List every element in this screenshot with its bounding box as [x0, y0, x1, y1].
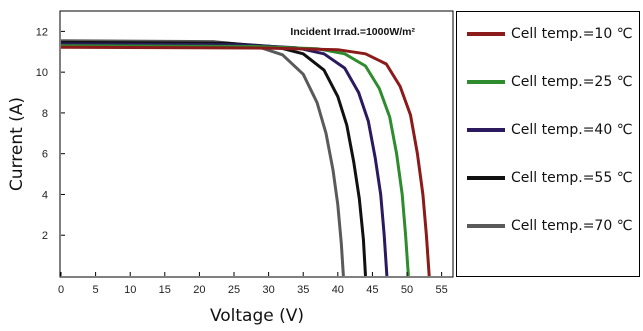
series-line	[60, 40, 367, 277]
x-tick-group: 0 5 10 15 20 25 30 35 40 45 50 55	[58, 272, 448, 296]
legend-swatch	[467, 176, 505, 180]
irradiance-annotation: Incident Irrad.=1000W/m²	[290, 26, 415, 38]
x-tick-label: 10	[124, 284, 136, 296]
plot-frame	[59, 10, 454, 278]
series-line	[60, 45, 431, 277]
x-tick-label: 35	[297, 284, 309, 296]
x-tick-label: 40	[332, 284, 344, 296]
series-line	[60, 42, 389, 277]
x-tick-label: 25	[228, 284, 240, 296]
x-tick-label: 50	[401, 284, 413, 296]
legend-label: Cell temp.=25 ℃	[511, 74, 633, 90]
y-tick-label: 12	[36, 26, 48, 38]
x-axis-title: Voltage (V)	[210, 306, 304, 326]
series-line	[60, 44, 410, 277]
legend-label: Cell temp.=40 ℃	[511, 122, 633, 138]
y-tick-label: 10	[36, 67, 48, 79]
legend-label: Cell temp.=10 ℃	[511, 26, 633, 42]
x-tick-label: 5	[93, 284, 99, 296]
legend-swatch	[467, 224, 505, 228]
legend-item: Cell temp.=40 ℃	[467, 122, 632, 138]
y-axis-title: Current (A)	[7, 97, 27, 191]
legend: Cell temp.=10 ℃ Cell temp.=25 ℃ Cell temp.…	[456, 11, 640, 277]
legend-label: Cell temp.=55 ℃	[511, 170, 633, 186]
legend-item: Cell temp.=10 ℃	[467, 26, 632, 42]
x-tick-label: 30	[262, 284, 274, 296]
y-tick-label: 8	[42, 108, 48, 120]
legend-label: Cell temp.=70 ℃	[511, 218, 633, 234]
legend-item: Cell temp.=25 ℃	[467, 74, 632, 90]
y-tick-label: 2	[42, 230, 48, 242]
x-tick-label: 45	[366, 284, 378, 296]
x-tick-label: 20	[193, 284, 205, 296]
y-tick-label: 4	[42, 189, 48, 201]
x-tick-label: 15	[159, 284, 171, 296]
x-tick-label: 55	[435, 284, 447, 296]
legend-item: Cell temp.=55 ℃	[467, 170, 632, 186]
legend-swatch	[467, 128, 505, 132]
series-group	[60, 39, 431, 277]
legend-swatch	[467, 80, 505, 84]
legend-item: Cell temp.=70 ℃	[467, 218, 632, 234]
x-tick-label: 0	[58, 284, 64, 296]
legend-swatch	[467, 32, 505, 36]
series-line	[60, 39, 345, 277]
y-tick-label: 6	[42, 149, 48, 161]
y-tick-group: 2 4 6 8 10 12	[36, 26, 65, 242]
